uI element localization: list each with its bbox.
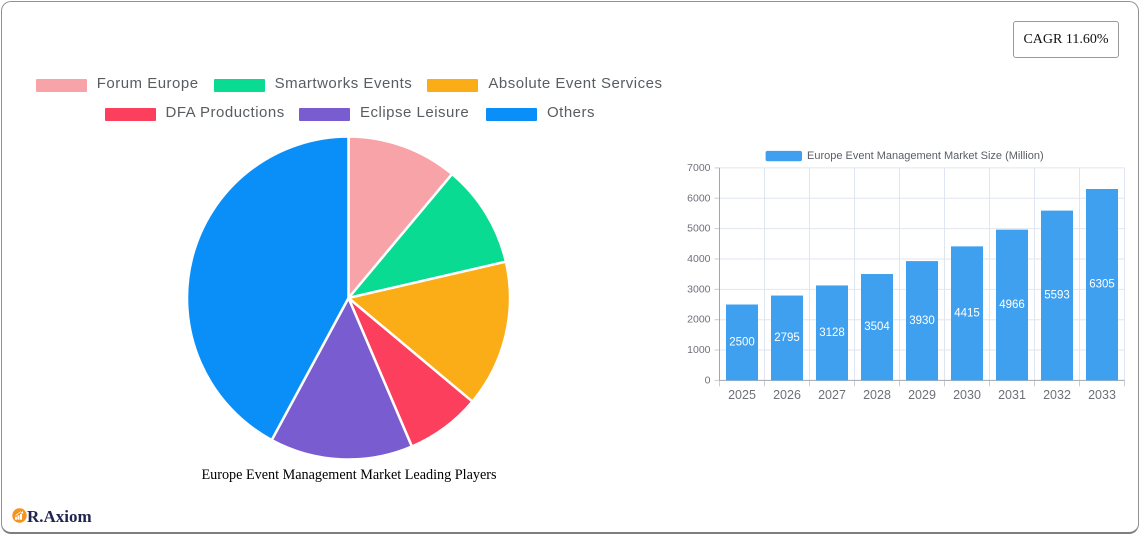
svg-text:4966: 4966: [999, 299, 1025, 311]
svg-text:3930: 3930: [909, 315, 935, 327]
svg-text:2032: 2032: [1043, 388, 1071, 402]
svg-text:Europe Event Management Market: Europe Event Management Market Size (Mil…: [807, 150, 1044, 162]
svg-text:2500: 2500: [729, 336, 755, 348]
svg-text:7000: 7000: [687, 162, 711, 174]
svg-text:3128: 3128: [819, 327, 845, 339]
svg-text:2030: 2030: [953, 388, 981, 402]
svg-text:2033: 2033: [1088, 388, 1116, 402]
svg-text:2025: 2025: [728, 388, 756, 402]
svg-text:3504: 3504: [864, 321, 890, 333]
svg-text:3000: 3000: [687, 283, 711, 295]
svg-text:5593: 5593: [1044, 290, 1070, 302]
svg-text:4415: 4415: [954, 307, 980, 319]
svg-text:2031: 2031: [998, 388, 1026, 402]
svg-text:0: 0: [705, 374, 711, 386]
svg-text:2027: 2027: [818, 388, 846, 402]
svg-text:6000: 6000: [687, 192, 711, 204]
svg-text:2029: 2029: [908, 388, 936, 402]
svg-text:4000: 4000: [687, 253, 711, 265]
svg-text:2026: 2026: [773, 388, 801, 402]
svg-text:6305: 6305: [1089, 279, 1115, 291]
svg-text:2028: 2028: [863, 388, 891, 402]
svg-text:2795: 2795: [774, 332, 800, 344]
svg-text:1000: 1000: [687, 344, 711, 356]
svg-text:5000: 5000: [687, 223, 711, 235]
svg-text:2000: 2000: [687, 314, 711, 326]
